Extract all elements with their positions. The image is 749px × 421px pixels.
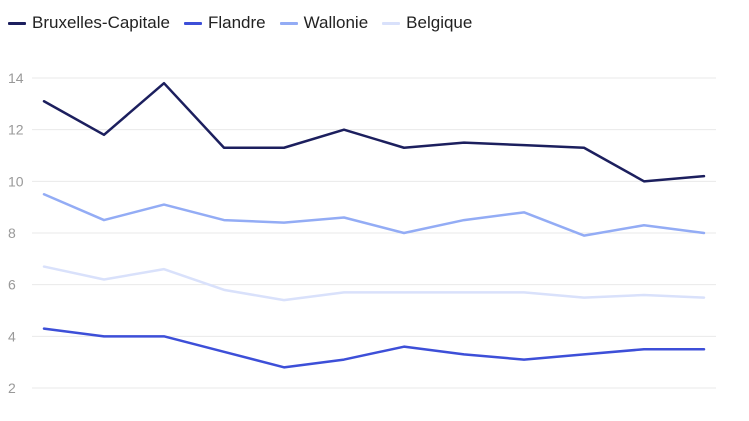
legend-swatch-wallonie xyxy=(279,21,298,25)
y-tick-label-6: 6 xyxy=(8,277,16,293)
legend-swatch-flandre xyxy=(183,21,202,25)
gridlines xyxy=(32,77,716,389)
legend-item-flandre[interactable]: Flandre xyxy=(183,13,266,33)
y-tick-label-12: 12 xyxy=(8,122,24,138)
y-tick-label-10: 10 xyxy=(8,173,24,189)
legend-swatch-bruxelles xyxy=(8,21,26,25)
y-tick-label-8: 8 xyxy=(8,225,16,241)
y-tick-label-2: 2 xyxy=(8,380,16,396)
legend-item-belgique[interactable]: Belgique xyxy=(382,13,472,33)
y-axis-ticks: 2 4 6 8 10 12 14 xyxy=(8,70,24,396)
series-line-belgique[interactable] xyxy=(42,265,706,302)
y-tick-label-14: 14 xyxy=(8,70,24,86)
series-line-flandre[interactable] xyxy=(42,327,706,369)
legend-item-wallonie[interactable]: Wallonie xyxy=(279,13,369,33)
legend-swatch-belgique xyxy=(382,21,401,25)
legend-label-bruxelles: Bruxelles-Capitale xyxy=(32,13,170,32)
y-tick-label-4: 4 xyxy=(8,328,16,344)
legend-label-wallonie: Wallonie xyxy=(303,13,369,32)
legend-item-bruxelles[interactable]: Bruxelles-Capitale xyxy=(8,13,170,33)
legend: Bruxelles-Capitale Flandre Wallonie Belg… xyxy=(8,13,472,33)
series-line-bruxelles-capitale[interactable] xyxy=(42,81,706,183)
legend-label-flandre: Flandre xyxy=(207,13,266,32)
legend-label-belgique: Belgique xyxy=(406,13,473,32)
series-line-wallonie[interactable] xyxy=(42,193,706,237)
series-lines xyxy=(42,81,706,369)
